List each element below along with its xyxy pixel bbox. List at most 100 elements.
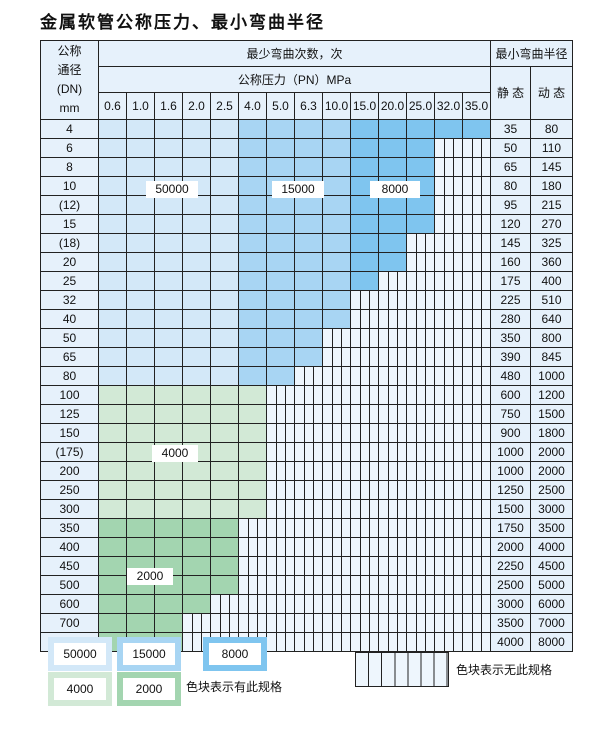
available-cell xyxy=(182,480,211,500)
available-cell xyxy=(98,556,127,576)
table-row: (175) 1000 2000 xyxy=(40,442,573,462)
unavailable-cell xyxy=(406,632,435,652)
table-row: 350 1750 3500 xyxy=(40,518,573,538)
unavailable-cell xyxy=(378,404,407,424)
available-cell xyxy=(98,309,127,329)
unavailable-cell xyxy=(462,176,491,196)
legend-label: 50000 xyxy=(54,643,106,665)
dn-cell: 15 xyxy=(40,214,99,234)
table-row: 65 390 845 xyxy=(40,347,573,367)
pressure-col-header: 1.6 xyxy=(154,92,183,120)
unavailable-cell xyxy=(434,537,463,557)
dn-cell: 65 xyxy=(40,347,99,367)
legend-label: 8000 xyxy=(209,643,261,665)
unavailable-cell xyxy=(294,613,323,633)
available-cell xyxy=(350,233,379,253)
unavailable-cell xyxy=(322,442,351,462)
unavailable-cell xyxy=(294,442,323,462)
available-cell xyxy=(182,214,211,234)
unavailable-cell xyxy=(378,632,407,652)
unavailable-cell xyxy=(434,366,463,386)
static-radius-cell: 225 xyxy=(490,290,531,310)
unavailable-cell xyxy=(378,461,407,481)
available-cell xyxy=(294,252,323,272)
unavailable-cell xyxy=(350,328,379,348)
available-cell xyxy=(126,309,155,329)
radius-header: 最小弯曲半径 xyxy=(490,40,573,67)
unavailable-cell xyxy=(322,499,351,519)
dn-cell: 10 xyxy=(40,176,99,196)
available-cell xyxy=(210,119,239,139)
available-cell xyxy=(238,290,267,310)
dn-cell: 4 xyxy=(40,119,99,139)
unavailable-cell xyxy=(462,499,491,519)
static-radius-cell: 1250 xyxy=(490,480,531,500)
available-cell xyxy=(154,233,183,253)
unavailable-cell xyxy=(406,575,435,595)
unavailable-cell xyxy=(238,518,267,538)
static-radius-cell: 65 xyxy=(490,157,531,177)
unavailable-cell xyxy=(406,613,435,633)
unavailable-cell xyxy=(406,385,435,405)
static-radius-cell: 175 xyxy=(490,271,531,291)
unavailable-cell xyxy=(462,157,491,177)
unavailable-cell xyxy=(294,518,323,538)
unavailable-cell xyxy=(378,575,407,595)
static-radius-cell: 750 xyxy=(490,404,531,424)
available-cell xyxy=(378,214,407,234)
zone-label-4000: 4000 xyxy=(152,445,198,462)
dynamic-radius-cell: 400 xyxy=(530,271,573,291)
unavailable-cell xyxy=(434,518,463,538)
unavailable-cell xyxy=(406,328,435,348)
static-radius-cell: 50 xyxy=(490,138,531,158)
available-cell xyxy=(98,214,127,234)
table-row: 250 1250 2500 xyxy=(40,480,573,500)
available-cell xyxy=(210,499,239,519)
table-row: (12) 95 215 xyxy=(40,195,573,215)
available-cell xyxy=(210,233,239,253)
unavailable-cell xyxy=(406,442,435,462)
unavailable-cell xyxy=(266,423,295,443)
unavailable-cell xyxy=(350,347,379,367)
available-cell xyxy=(182,290,211,310)
unavailable-cell xyxy=(406,594,435,614)
available-cell xyxy=(210,423,239,443)
table-row: 450 2250 4500 xyxy=(40,556,573,576)
unavailable-cell xyxy=(238,556,267,576)
available-cell xyxy=(126,423,155,443)
available-cell xyxy=(154,328,183,348)
unavailable-note: 色块表示无此规格 xyxy=(456,663,553,677)
unavailable-cell xyxy=(378,518,407,538)
unavailable-cell xyxy=(434,499,463,519)
legend-8000: 8000 xyxy=(203,637,267,671)
available-cell xyxy=(238,404,267,424)
unavailable-cell xyxy=(238,594,267,614)
available-cell xyxy=(154,347,183,367)
unavailable-cell xyxy=(462,290,491,310)
page-title: 金属软管公称压力、最小弯曲半径 xyxy=(40,13,325,33)
available-cell xyxy=(238,195,267,215)
table-row: 40 280 640 xyxy=(40,309,573,329)
table-row: 4 35 80 xyxy=(40,119,573,139)
available-cell xyxy=(126,613,155,633)
dn-cell: 300 xyxy=(40,499,99,519)
pressure-col-header: 6.3 xyxy=(294,92,323,120)
available-cell xyxy=(294,214,323,234)
unavailable-cell xyxy=(210,594,239,614)
available-cell xyxy=(322,176,351,196)
dynamic-radius-cell: 5000 xyxy=(530,575,573,595)
available-cell xyxy=(294,271,323,291)
unavailable-cell xyxy=(434,290,463,310)
available-cell xyxy=(126,119,155,139)
unavailable-cell xyxy=(294,594,323,614)
available-cell xyxy=(98,233,127,253)
available-cell xyxy=(238,176,267,196)
unavailable-cell xyxy=(350,461,379,481)
static-radius-cell: 280 xyxy=(490,309,531,329)
available-cell xyxy=(378,138,407,158)
unavailable-cell xyxy=(462,518,491,538)
available-cell xyxy=(182,518,211,538)
unavailable-cell xyxy=(462,613,491,633)
available-cell xyxy=(378,195,407,215)
unavailable-cell xyxy=(294,575,323,595)
